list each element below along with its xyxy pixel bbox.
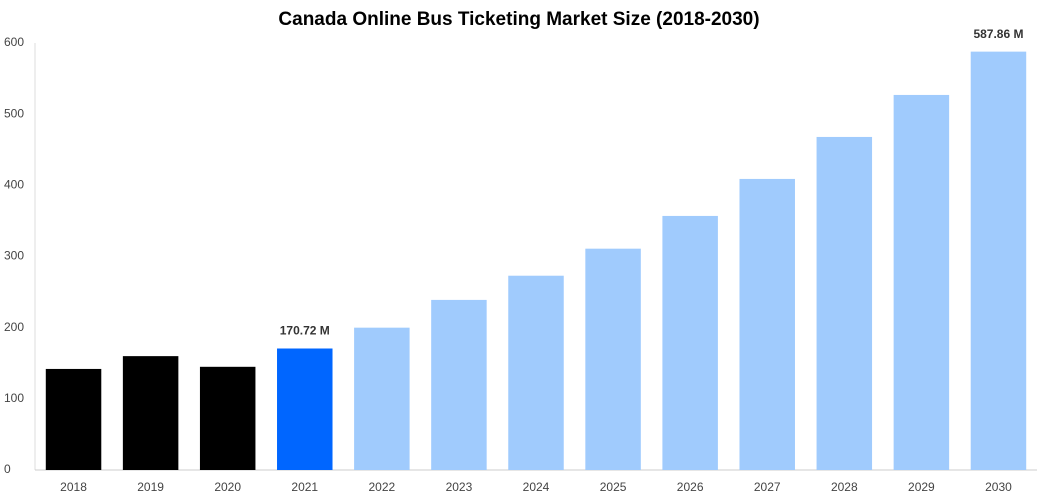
bar bbox=[431, 299, 487, 470]
x-tick-label: 2027 bbox=[754, 480, 781, 494]
x-tick-label: 2022 bbox=[368, 480, 395, 494]
bar bbox=[662, 215, 718, 470]
x-tick-label: 2026 bbox=[677, 480, 704, 494]
bar bbox=[739, 178, 795, 470]
x-tick-label: 2024 bbox=[523, 480, 550, 494]
y-tick-label: 500 bbox=[4, 106, 24, 120]
bar bbox=[122, 356, 179, 470]
bar bbox=[277, 348, 333, 470]
x-tick-label: 2020 bbox=[214, 480, 241, 494]
x-tick-label: 2023 bbox=[446, 480, 473, 494]
x-tick-label: 2029 bbox=[908, 480, 935, 494]
bar bbox=[45, 368, 102, 470]
value-label: 587.86 M bbox=[973, 27, 1023, 41]
bar bbox=[970, 51, 1027, 470]
x-tick-label: 2025 bbox=[600, 480, 627, 494]
bar bbox=[893, 94, 950, 471]
bar bbox=[199, 366, 256, 470]
bar bbox=[508, 275, 564, 470]
y-tick-label: 300 bbox=[4, 249, 24, 263]
y-tick-label: 100 bbox=[4, 391, 24, 405]
value-label: 170.72 M bbox=[280, 324, 330, 338]
x-tick-label: 2019 bbox=[137, 480, 164, 494]
bar bbox=[585, 248, 641, 470]
y-tick-label: 600 bbox=[4, 35, 24, 49]
chart-title: Canada Online Bus Ticketing Market Size … bbox=[278, 9, 759, 30]
x-tick-label: 2030 bbox=[985, 480, 1012, 494]
x-tick-label: 2021 bbox=[291, 480, 318, 494]
y-tick-label: 200 bbox=[4, 320, 24, 334]
x-tick-label: 2028 bbox=[831, 480, 858, 494]
bar bbox=[354, 327, 410, 470]
y-tick-label: 400 bbox=[4, 178, 24, 192]
x-tick-label: 2018 bbox=[60, 480, 87, 494]
y-tick-label: 0 bbox=[4, 462, 11, 476]
bar bbox=[816, 136, 873, 470]
